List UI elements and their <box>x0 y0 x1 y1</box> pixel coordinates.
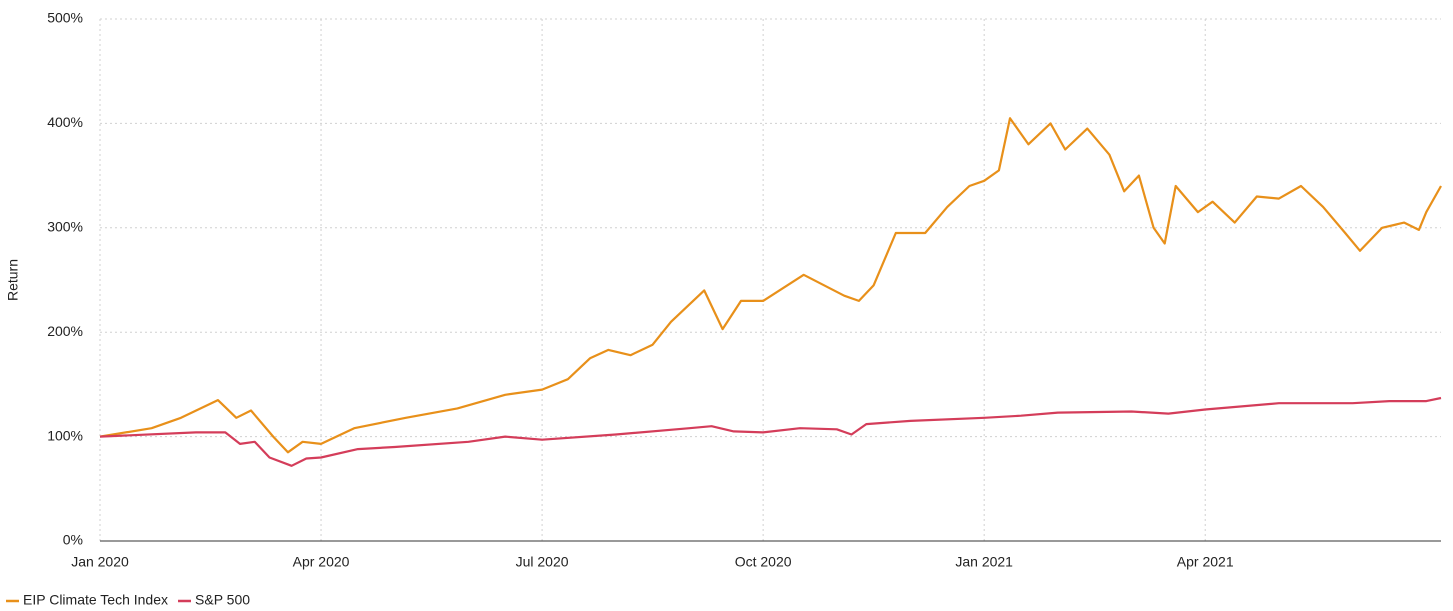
y-tick-label: 100% <box>47 427 83 443</box>
y-tick-label: 0% <box>63 532 83 548</box>
x-tick-label: Jan 2020 <box>71 554 129 570</box>
x-tick-label: Oct 2020 <box>735 554 792 570</box>
y-tick-label: 500% <box>47 10 83 26</box>
line <box>99 117 1442 454</box>
line <box>99 396 1442 467</box>
y-tick-label: 300% <box>47 219 83 235</box>
x-tick-label: Jul 2020 <box>516 554 569 570</box>
y-tick-label: 400% <box>47 114 83 130</box>
x-tick-label: Apr 2020 <box>293 554 350 570</box>
x-tick-label: Apr 2021 <box>1177 554 1234 570</box>
legend-label: S&P 500 <box>195 592 250 608</box>
y-tick-label: 200% <box>47 323 83 339</box>
y-axis-label: Return <box>5 259 21 301</box>
legend-label: EIP Climate Tech Index <box>23 592 168 608</box>
x-tick-label: Jan 2021 <box>955 554 1013 570</box>
